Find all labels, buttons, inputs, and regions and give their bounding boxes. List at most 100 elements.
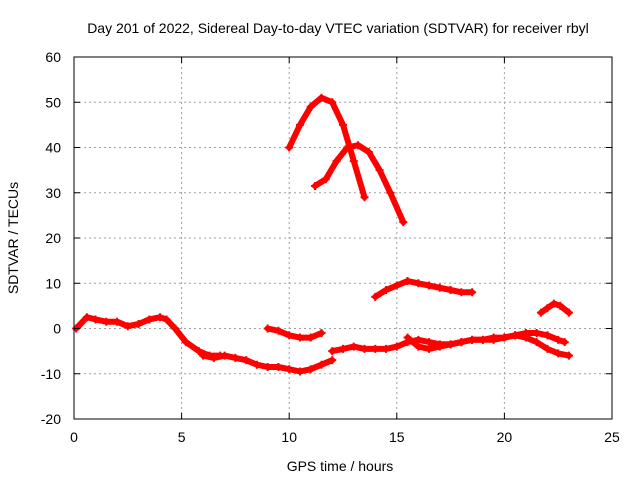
data-point: [554, 349, 563, 358]
data-point: [392, 342, 401, 351]
data-point: [321, 175, 330, 184]
data-point: [403, 276, 412, 285]
y-tick-label: 40: [45, 140, 61, 156]
data-point: [564, 351, 573, 360]
data-point: [543, 344, 552, 353]
tick-layer: 0 5 10 15 20 25 -20 -10 0 10 20 30 40 50 60: [41, 49, 620, 445]
data-point: [500, 333, 509, 342]
data-point: [349, 342, 358, 351]
data-point: [446, 340, 455, 349]
data-point: [371, 344, 380, 353]
series-line-arc-4: [404, 330, 568, 352]
data-point: [457, 288, 466, 297]
data-point: [556, 301, 565, 310]
data-point: [554, 335, 563, 344]
data-point: [560, 338, 569, 347]
data-point: [382, 344, 391, 353]
data-point: [317, 360, 326, 369]
data-point: [263, 362, 272, 371]
data-point: [425, 338, 434, 347]
data-point: [349, 157, 358, 166]
data-point: [360, 344, 369, 353]
y-tick-label: -20: [41, 411, 61, 427]
data-point: [549, 299, 558, 308]
data-point: [220, 351, 229, 360]
data-point: [435, 283, 444, 292]
data-point: [332, 157, 341, 166]
data-point: [199, 351, 208, 360]
y-tick-label: 10: [45, 275, 61, 291]
data-point: [194, 347, 203, 356]
data-point: [564, 308, 573, 317]
data-point: [328, 347, 337, 356]
y-tick-label: 20: [45, 230, 61, 246]
data-point: [371, 292, 380, 301]
data-point: [425, 344, 434, 353]
data-point: [231, 353, 240, 362]
data-point: [295, 367, 304, 376]
data-point: [364, 148, 373, 157]
x-tick-label: 5: [178, 429, 186, 445]
data-point: [399, 218, 408, 227]
data-point: [532, 329, 541, 338]
data-point: [489, 333, 498, 342]
data-point: [343, 143, 352, 152]
x-tick-label: 25: [604, 429, 620, 445]
data-point: [171, 324, 180, 333]
data-point: [521, 329, 530, 338]
data-point: [425, 281, 434, 290]
data-point: [209, 353, 218, 362]
data-point: [382, 286, 391, 295]
grid-layer: [74, 57, 612, 419]
data-point: [285, 143, 294, 152]
data-point: [274, 326, 283, 335]
data-point: [339, 120, 347, 129]
x-tick-label: 10: [281, 429, 297, 445]
chart-title: Day 201 of 2022, Sidereal Day-to-day VTE…: [87, 20, 589, 36]
y-tick-label: -10: [41, 366, 61, 382]
data-point: [328, 356, 337, 365]
y-tick-label: 50: [45, 94, 61, 110]
data-point: [156, 313, 165, 322]
data-point: [328, 98, 337, 107]
data-point: [414, 342, 423, 351]
data-point: [403, 333, 412, 342]
data-point: [295, 120, 304, 129]
data-point: [181, 338, 190, 347]
x-tick-label: 15: [389, 429, 405, 445]
data-point: [91, 315, 100, 324]
y-tick-label: 0: [53, 321, 61, 337]
y-axis-label: SDTVAR / TECUs: [5, 182, 21, 294]
data-point: [242, 356, 251, 365]
data-point: [339, 344, 347, 353]
data-point: [435, 342, 444, 351]
series-line-arc-6: [286, 94, 368, 201]
data-point: [263, 324, 272, 333]
data-point: [386, 188, 395, 197]
data-point: [113, 317, 122, 326]
data-point: [102, 317, 111, 326]
data-point: [82, 313, 91, 322]
data-point: [134, 319, 143, 328]
data-point: [414, 279, 423, 288]
data-point: [414, 335, 423, 344]
data-point: [360, 193, 369, 202]
data-point: [457, 338, 466, 347]
data-point: [274, 362, 283, 371]
data-point: [317, 93, 326, 102]
data-point: [536, 308, 545, 317]
data-point: [162, 315, 171, 324]
data-point: [354, 141, 363, 150]
series-line-arc-8: [372, 278, 476, 300]
x-tick-label: 20: [497, 429, 513, 445]
data-point: [468, 335, 477, 344]
data-point: [532, 338, 541, 347]
data-point: [306, 365, 315, 374]
data-point: [295, 333, 304, 342]
y-tick-label: 60: [45, 49, 61, 65]
x-axis-label: GPS time / hours: [287, 458, 394, 474]
data-point: [511, 331, 520, 340]
